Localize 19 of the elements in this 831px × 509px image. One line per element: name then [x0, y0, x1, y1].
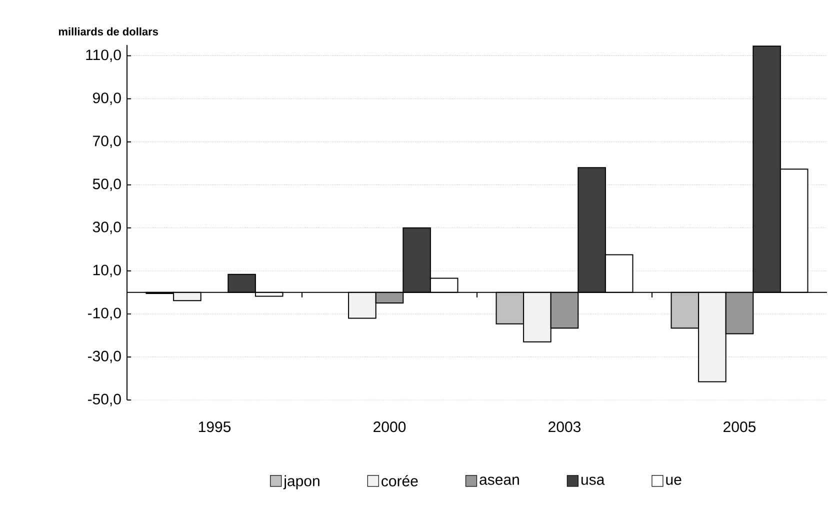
y-tick-label: 90,0: [92, 92, 121, 105]
x-tick-label: 1995: [198, 422, 231, 432]
y-tick-label: -30,0: [88, 350, 121, 364]
y-tick-label: -10,0: [88, 308, 121, 320]
y-tick-label: 10,0: [93, 264, 121, 278]
x-tick-label: 2003: [548, 422, 581, 432]
y-tick-label: 110,0: [86, 50, 121, 62]
y-tick-label: 50,0: [92, 178, 121, 192]
legend-label: usa: [581, 476, 605, 485]
x-tick-label: 2000: [374, 422, 406, 432]
legend-label: japon: [283, 475, 320, 490]
legend-label: corée: [382, 475, 418, 486]
legend-label: ue: [666, 476, 682, 485]
x-tick-label: 2005: [724, 422, 756, 432]
y-tick-label: 70,0: [93, 136, 121, 148]
y-tick-label: 30,0: [92, 222, 121, 234]
y-axis-title: milliards de dollars: [58, 27, 158, 36]
y-tick-label: -50,0: [88, 394, 121, 406]
legend-label: asean: [480, 476, 519, 485]
